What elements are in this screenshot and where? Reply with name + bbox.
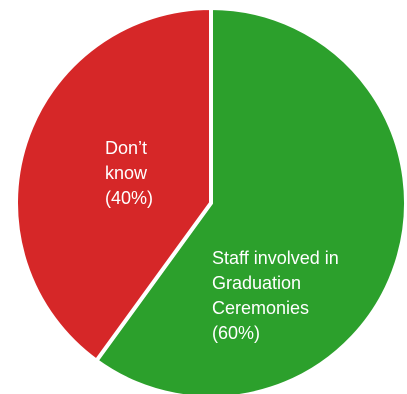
slice-label-staff-graduation: Staff involved in Graduation Ceremonies … <box>212 248 339 343</box>
pie-slice-staff-graduation <box>94 6 407 394</box>
pie-slice-dont-know <box>14 6 213 363</box>
slice-label-dont-know: Don’t know (40%) <box>105 138 154 208</box>
